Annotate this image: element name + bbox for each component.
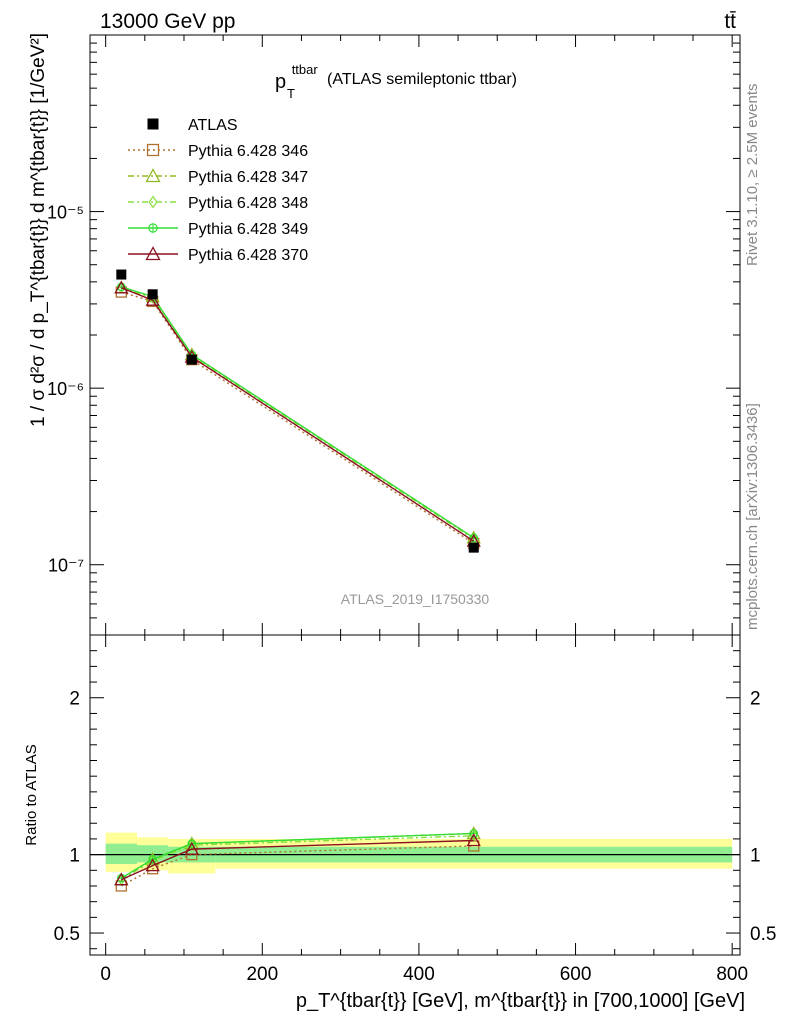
title-rest: (ATLAS semileptonic ttbar) [327, 71, 517, 88]
main-series-pythia-6-428-348-line [121, 287, 475, 540]
legend-pythia-6-428-348-marker [148, 195, 158, 209]
x-tick-label: 200 [246, 964, 278, 985]
legend-pythia-6-428-347-label: Pythia 6.428 347 [188, 169, 308, 186]
legend-atlas-label: ATLAS [188, 117, 238, 134]
ratio-y-tick-label-right: 1 [750, 846, 761, 867]
main-series [114, 269, 481, 553]
ratio-panel-frame [89, 634, 741, 956]
x-axis-label: p_T^{tbar{t}} [GeV], m^{tbar{t}} in [700… [296, 990, 745, 1012]
ratio-y-tick-label-right: 0.5 [750, 924, 776, 945]
main-series-pythia-6-428-349-line [121, 286, 475, 539]
ratio-ylabel: Ratio to ATLAS [23, 744, 40, 845]
x-tick-label: 600 [560, 964, 592, 985]
legend-pythia-6-428-370-marker [145, 246, 161, 261]
legend: ATLAS Pythia 6.428 346 Pythia 6.428 347 Pyt… [128, 117, 308, 264]
main-y-tick-label: 10⁻⁵ [47, 203, 84, 223]
title-p: p [275, 71, 286, 93]
legend-pythia-6-428-348-label: Pythia 6.428 348 [188, 195, 308, 212]
ratio-series-pythia-6-428-370-point [114, 872, 129, 886]
main-series-pythia-6-428-370-point [145, 292, 160, 306]
main-series-atlas-point [147, 289, 158, 300]
legend-atlas-marker [147, 118, 159, 130]
main-series-atlas-point [186, 354, 197, 365]
ratio-series-pythia-6-428-348-line [120, 835, 474, 881]
x-tick-label: 0 [100, 964, 111, 985]
legend-pythia-6-428-349-label: Pythia 6.428 349 [188, 221, 308, 238]
main-ylabel: 1 / σ d²σ / d p_T^{tbar{t}} d m^{tbar{t}… [28, 33, 49, 427]
main-series-pythia-6-428-370-point [114, 280, 129, 294]
main-series-pythia-6-428-370-line [121, 287, 475, 542]
ratio-series [114, 826, 481, 892]
title-sup: ttbar [292, 62, 319, 77]
ratio-bands [90, 832, 740, 874]
legend-pythia-6-428-370-label: Pythia 6.428 370 [188, 247, 308, 264]
header-left: 13000 GeV pp [100, 10, 235, 33]
ratio-series-pythia-6-428-370-point [184, 841, 199, 855]
ratio-series-pythia-6-428-370-point [466, 833, 481, 847]
ratio-series-pythia-6-428-370-line [121, 839, 474, 881]
ratio-series-pythia-6-428-349-line [120, 832, 474, 879]
ratio-y-tick-label: 2 [69, 689, 80, 710]
ratio-y-tick-label-right: 2 [750, 689, 761, 710]
plot-title: p ttbar [275, 62, 318, 93]
legend-pythia-6-428-346-marker [146, 143, 160, 157]
ratio-series-pythia-6-428-346-line [120, 845, 474, 887]
header-right: tt̄ [724, 10, 736, 33]
ratio-y-tick-label: 0.5 [54, 924, 80, 945]
ratio-series-pythia-6-428-370-point [145, 858, 160, 872]
legend-pythia-6-428-347-marker [145, 168, 161, 183]
main-y-tick-label: 10⁻⁷ [48, 556, 84, 576]
x-tick-label: 800 [716, 964, 748, 985]
ratio-y-tick-label: 1 [69, 846, 80, 867]
axis-ticks: 0 200 400 600 800 10⁻⁵ 10⁻⁶ 10⁻⁷ 0.5 0.5 1 1 2 2 [47, 35, 776, 985]
rivet-label: Rivet 3.1.10, ≥ 2.5M events [744, 83, 761, 267]
mcplots-label: mcplots.cern.ch [arXiv:1306.3436] [744, 403, 761, 630]
ratio-band-green [105, 843, 137, 865]
x-tick-label: 400 [403, 964, 435, 985]
main-series-pythia-6-428-346-line [121, 291, 475, 545]
title-sub: T [287, 86, 295, 101]
main-series-atlas-point [116, 269, 127, 280]
main-series-pythia-6-428-347-line [121, 287, 475, 539]
analysis-watermark: ATLAS_2019_I1750330 [341, 591, 490, 607]
legend-pythia-6-428-346-label: Pythia 6.428 346 [188, 143, 308, 160]
main-series-atlas-point [468, 542, 479, 553]
main-y-tick-label: 10⁻⁶ [47, 379, 84, 399]
